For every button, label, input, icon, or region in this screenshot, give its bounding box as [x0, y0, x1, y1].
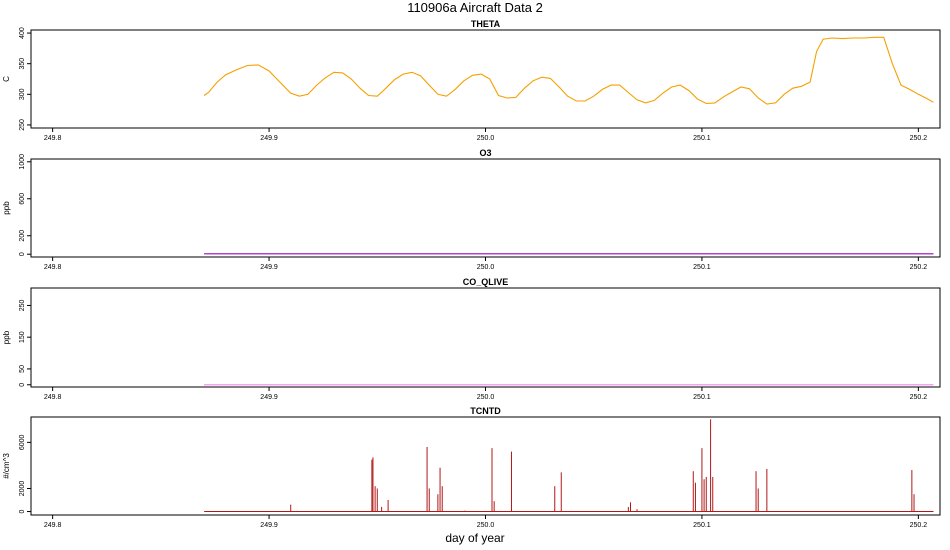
y-tick-label: 0	[19, 509, 26, 513]
y-tick-label: 250	[19, 300, 26, 312]
plot-frame	[30, 416, 941, 516]
y-tick-label: 600	[19, 193, 26, 205]
y-tick-label: 1000	[19, 154, 26, 170]
y-axis-label: C	[2, 76, 11, 82]
plot-frame	[30, 29, 941, 129]
y-axis-label: ppb	[2, 330, 11, 344]
x-tick-label: 249.8	[44, 522, 62, 529]
x-tick-label: 249.8	[44, 394, 62, 401]
panel-tcntd: TCNTD #/cm^3 249.8 249.9 250.0 250.1 250.2 0 200…	[2, 406, 941, 529]
y-tick-label: 6000	[19, 434, 26, 450]
plot-frame	[30, 158, 941, 258]
panel-theta: THETA C 249.8 249.9 250.0 250.1 250.2 250 300 350…	[2, 19, 941, 142]
x-tick-label: 249.8	[44, 135, 62, 142]
x-tick-label: 250.2	[910, 522, 928, 529]
y-tick-label: 350	[19, 58, 26, 70]
panel-title: CO_QLIVE	[463, 277, 509, 287]
panel-title: THETA	[471, 19, 501, 29]
y-tick-label: 300	[19, 88, 26, 100]
x-tick-label: 249.8	[44, 264, 62, 271]
panel-title: O3	[479, 148, 491, 158]
x-tick-label: 250.1	[693, 394, 711, 401]
x-tick-label: 249.9	[260, 135, 278, 142]
y-axis-label: ppb	[2, 201, 11, 215]
y-tick-label: 2000	[19, 481, 26, 497]
y-tick-label: 50	[19, 365, 26, 373]
x-tick-label: 249.9	[260, 394, 278, 401]
y-tick-label: 250	[19, 119, 26, 131]
y-tick-label: 0	[19, 252, 26, 256]
x-tick-label: 249.9	[260, 264, 278, 271]
figure-title: 110906a Aircraft Data 2	[407, 0, 543, 15]
y-tick-label: 400	[19, 27, 26, 39]
x-tick-label: 250.2	[910, 394, 928, 401]
x-tick-label: 250.2	[910, 135, 928, 142]
x-tick-label: 250.0	[477, 264, 495, 271]
series-line	[203, 36, 934, 105]
y-axis-label: #/cm^3	[2, 453, 11, 479]
x-tick-label: 250.0	[477, 522, 495, 529]
x-tick-label: 250.0	[477, 394, 495, 401]
x-axis-label: day of year	[445, 531, 505, 545]
panel-title: TCNTD	[470, 406, 501, 416]
x-tick-label: 250.1	[693, 135, 711, 142]
x-tick-label: 250.0	[477, 135, 495, 142]
x-tick-label: 250.1	[693, 522, 711, 529]
y-tick-label: 150	[19, 331, 26, 343]
x-tick-label: 250.1	[693, 264, 711, 271]
plot-frame	[30, 287, 941, 388]
panel-o3: O3 ppb 249.8 249.9 250.0 250.1 250.2 0 200 600 100…	[2, 148, 941, 271]
y-tick-label: 200	[19, 230, 26, 242]
y-tick-label: 0	[19, 383, 26, 387]
x-tick-label: 250.2	[910, 264, 928, 271]
x-tick-label: 249.9	[260, 522, 278, 529]
